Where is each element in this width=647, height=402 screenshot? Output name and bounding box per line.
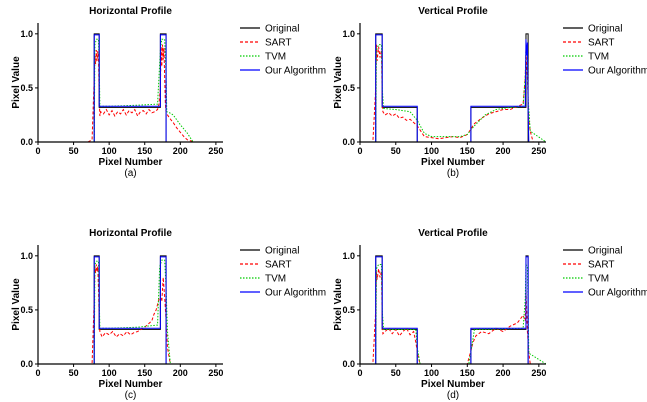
- legend-entry: Our Algorithm: [265, 66, 326, 77]
- series-line-tvm: [360, 262, 546, 364]
- panel-label: (b): [447, 168, 459, 179]
- series-line-original: [38, 255, 223, 364]
- chart-panel-2: Vertical Profile 0 50 100 150 200 250 0.0 0.5 1.0…: [333, 6, 647, 179]
- x-axis-label: Pixel Number: [421, 157, 485, 168]
- x-tick-label: 250: [531, 146, 546, 156]
- y-axis-label: Pixel Value: [11, 56, 22, 109]
- x-tick-label: 150: [137, 146, 152, 156]
- legend-entry: Our Algorithm: [588, 66, 647, 77]
- legend-entry: Our Algorithm: [588, 288, 647, 299]
- series-line-our-algorithm: [38, 34, 223, 142]
- y-axis-label: Pixel Value: [333, 56, 344, 109]
- legend-entry: SART: [265, 260, 292, 271]
- legend-entry: TVM: [588, 274, 609, 285]
- x-tick-label: 150: [137, 368, 152, 378]
- y-tick-label: 0.0: [342, 359, 355, 369]
- x-tick-label: 250: [531, 368, 546, 378]
- x-tick-label: 0: [35, 146, 40, 156]
- x-tick-label: 0: [35, 368, 40, 378]
- x-tick-label: 0: [357, 146, 362, 156]
- series-line-our-algorithm: [360, 256, 546, 364]
- x-tick-label: 200: [496, 368, 511, 378]
- series-line-our-algorithm: [360, 34, 546, 142]
- legend: Original SART TVM Our Algorithm: [240, 246, 326, 299]
- legend-entry: TVM: [588, 52, 609, 63]
- x-tick-label: 150: [460, 146, 475, 156]
- x-tick-label: 150: [460, 368, 475, 378]
- legend: Original SART TVM Our Algorithm: [563, 24, 647, 77]
- x-tick-label: 50: [391, 146, 401, 156]
- legend-entry: Original: [588, 24, 622, 35]
- x-tick-label: 100: [424, 146, 439, 156]
- series-line-original: [360, 33, 546, 142]
- chart-panel-4: Vertical Profile 0 50 100 150 200 250 0.0 0.5 1.0…: [333, 228, 647, 401]
- chart-panel-1: Horizontal Profile 0 50 100 150 200 250 0.0 0.5 1…: [11, 6, 326, 179]
- y-tick-label: 0.5: [20, 305, 33, 315]
- chart-title: Horizontal Profile: [89, 6, 172, 17]
- x-tick-label: 200: [496, 146, 511, 156]
- x-tick-label: 0: [357, 368, 362, 378]
- legend-entry: SART: [265, 38, 292, 49]
- legend-entry: TVM: [265, 52, 286, 63]
- x-tick-label: 250: [208, 368, 223, 378]
- x-tick-label: 100: [424, 368, 439, 378]
- x-axis-label: Pixel Number: [99, 379, 163, 390]
- y-tick-label: 0.0: [342, 137, 355, 147]
- chart-title: Horizontal Profile: [89, 228, 172, 239]
- x-tick-label: 250: [208, 146, 223, 156]
- y-tick-label: 0.5: [20, 83, 33, 93]
- legend-entry: Original: [588, 246, 622, 257]
- y-tick-label: 0.5: [342, 305, 355, 315]
- y-tick-label: 1.0: [20, 251, 33, 261]
- y-tick-label: 1.0: [342, 29, 355, 39]
- series-line-sart: [360, 268, 546, 364]
- chart-panel-3: Horizontal Profile 0 50 100 150 200 250 0.0 0.5 1…: [11, 228, 326, 401]
- series-line-original: [360, 255, 546, 364]
- y-tick-label: 0.0: [20, 137, 33, 147]
- legend-entry: Our Algorithm: [265, 288, 326, 299]
- y-axis-label: Pixel Value: [11, 278, 22, 331]
- legend: Original SART TVM Our Algorithm: [563, 246, 647, 299]
- x-axis-label: Pixel Number: [99, 157, 163, 168]
- x-tick-label: 50: [69, 146, 79, 156]
- series-line-our-algorithm: [38, 256, 223, 364]
- x-tick-label: 50: [391, 368, 401, 378]
- x-axis-label: Pixel Number: [421, 379, 485, 390]
- series-line-tvm: [38, 259, 223, 364]
- y-tick-label: 0.5: [342, 83, 355, 93]
- series-line-tvm: [360, 44, 546, 142]
- legend-entry: SART: [588, 260, 615, 271]
- y-tick-label: 0.0: [20, 359, 33, 369]
- panel-label: (a): [124, 168, 136, 179]
- y-axis-label: Pixel Value: [333, 278, 344, 331]
- y-tick-label: 1.0: [20, 29, 33, 39]
- series-line-tvm: [38, 38, 223, 142]
- legend-entry: Original: [265, 24, 299, 35]
- chart-title: Vertical Profile: [418, 6, 488, 17]
- legend-entry: Original: [265, 246, 299, 257]
- x-tick-label: 50: [69, 368, 79, 378]
- series-line-sart: [38, 44, 223, 142]
- panel-label: (c): [125, 390, 137, 401]
- x-tick-label: 100: [102, 368, 117, 378]
- chart-title: Vertical Profile: [418, 228, 488, 239]
- series-line-sart: [360, 44, 546, 142]
- legend-entry: TVM: [265, 274, 286, 285]
- series-line-original: [38, 33, 223, 142]
- series-line-sart: [38, 264, 223, 364]
- x-tick-label: 200: [173, 368, 188, 378]
- y-tick-label: 1.0: [342, 251, 355, 261]
- legend: Original SART TVM Our Algorithm: [240, 24, 326, 77]
- panel-label: (d): [447, 390, 459, 401]
- legend-entry: SART: [588, 38, 615, 49]
- x-tick-label: 200: [173, 146, 188, 156]
- x-tick-label: 100: [102, 146, 117, 156]
